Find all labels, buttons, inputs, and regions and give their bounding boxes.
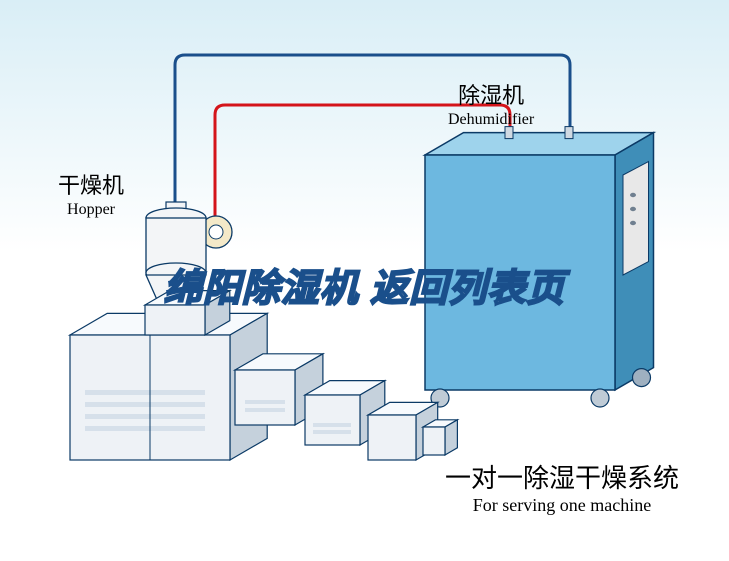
overlay-title: 绵阳除湿机 返回列表页 [164, 257, 566, 312]
hopper-label-en: Hopper [58, 200, 124, 220]
dehumidifier-label-en: Dehumidifier [448, 110, 534, 130]
hopper-label: 干燥机 Hopper [58, 172, 124, 220]
caption-cn: 一对一除湿干燥系统 [445, 458, 679, 495]
dehumidifier-label-cn: 除湿机 [448, 82, 534, 110]
hopper-label-cn: 干燥机 [58, 172, 124, 200]
extruder-machine [70, 291, 457, 460]
dehumidifier-label: 除湿机 Dehumidifier [448, 82, 534, 130]
caption-en: For serving one machine [445, 495, 679, 516]
diagram-caption: 一对一除湿干燥系统 For serving one machine [445, 458, 679, 516]
